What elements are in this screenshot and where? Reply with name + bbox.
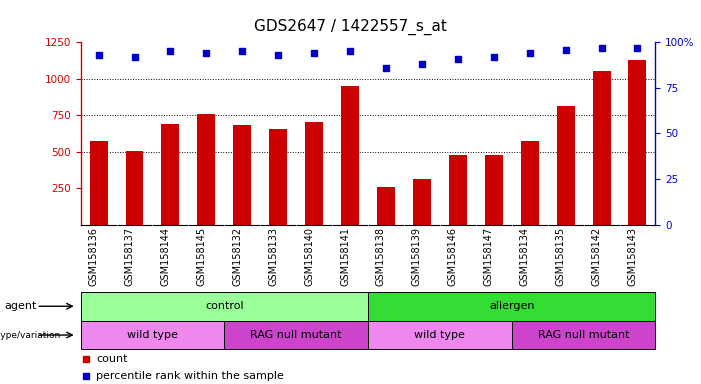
Bar	[413, 179, 431, 225]
Point	[560, 46, 571, 53]
Point	[129, 54, 140, 60]
Bar	[233, 126, 251, 225]
Text: wild type: wild type	[414, 330, 465, 340]
Text: wild type: wild type	[127, 330, 178, 340]
Bar	[629, 60, 646, 225]
Text: GSM158145: GSM158145	[196, 227, 206, 286]
Text: GSM158132: GSM158132	[232, 227, 243, 286]
Bar	[557, 106, 575, 225]
Bar	[341, 86, 359, 225]
Point	[81, 373, 92, 379]
Text: GSM158147: GSM158147	[484, 227, 494, 286]
Bar	[81, 292, 368, 321]
Point	[308, 50, 320, 56]
Text: GSM158137: GSM158137	[125, 227, 135, 286]
Text: GSM158141: GSM158141	[340, 227, 350, 286]
Point	[165, 48, 176, 55]
Text: GSM158133: GSM158133	[268, 227, 278, 286]
Text: agent: agent	[4, 301, 36, 311]
Point	[452, 56, 463, 62]
Text: GSM158135: GSM158135	[556, 227, 566, 286]
Bar	[521, 141, 538, 225]
Text: GSM158144: GSM158144	[161, 227, 170, 286]
Point	[273, 52, 284, 58]
Point	[81, 356, 92, 362]
Bar	[224, 321, 368, 349]
Text: GSM158142: GSM158142	[592, 227, 601, 286]
Text: GSM158140: GSM158140	[304, 227, 314, 286]
Text: percentile rank within the sample: percentile rank within the sample	[97, 371, 285, 381]
Text: genotype/variation: genotype/variation	[0, 331, 61, 339]
Bar	[90, 141, 107, 225]
Text: control: control	[205, 301, 244, 311]
Bar	[198, 114, 215, 225]
Text: allergen: allergen	[489, 301, 534, 311]
Text: GSM158136: GSM158136	[88, 227, 99, 286]
Bar	[512, 321, 655, 349]
Point	[488, 54, 499, 60]
Text: GSM158138: GSM158138	[376, 227, 386, 286]
Bar	[81, 321, 224, 349]
Point	[524, 50, 536, 56]
Point	[416, 61, 428, 67]
Point	[381, 65, 392, 71]
Text: GSM158146: GSM158146	[448, 227, 458, 286]
Text: GSM158139: GSM158139	[412, 227, 422, 286]
Text: GDS2647 / 1422557_s_at: GDS2647 / 1422557_s_at	[254, 19, 447, 35]
Point	[344, 48, 355, 55]
Bar	[125, 151, 144, 225]
Text: RAG null mutant: RAG null mutant	[538, 330, 629, 340]
Bar	[592, 71, 611, 225]
Text: GSM158134: GSM158134	[519, 227, 530, 286]
Point	[596, 45, 607, 51]
Text: RAG null mutant: RAG null mutant	[250, 330, 342, 340]
Bar	[368, 292, 655, 321]
Point	[200, 50, 212, 56]
Bar	[269, 129, 287, 225]
Text: GSM158143: GSM158143	[627, 227, 637, 286]
Bar	[305, 122, 323, 225]
Point	[93, 52, 104, 58]
Text: count: count	[97, 354, 128, 364]
Bar	[449, 156, 467, 225]
Point	[632, 45, 643, 51]
Bar	[368, 321, 512, 349]
Point	[237, 48, 248, 55]
Bar	[485, 155, 503, 225]
Bar	[161, 124, 179, 225]
Bar	[377, 187, 395, 225]
